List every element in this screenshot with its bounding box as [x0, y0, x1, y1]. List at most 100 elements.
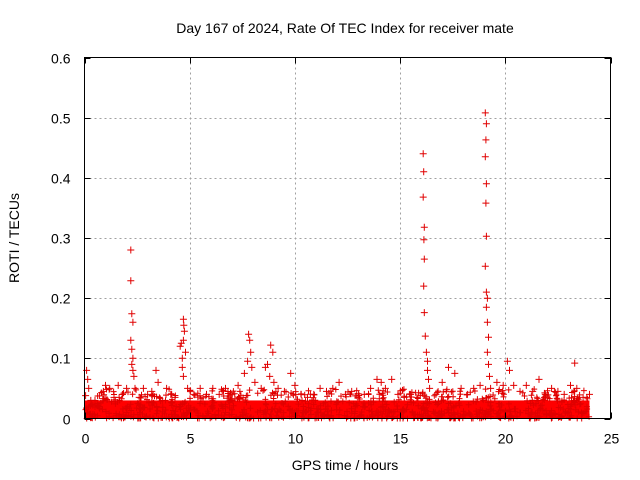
- data-point: [438, 378, 446, 386]
- data-band: [82, 386, 593, 422]
- data-point: [400, 393, 408, 401]
- data-point: [129, 366, 137, 374]
- data-point: [422, 348, 430, 356]
- data-point: [407, 390, 415, 398]
- data-point: [114, 381, 122, 389]
- data-point: [228, 390, 236, 398]
- data-point: [178, 354, 186, 362]
- data-point: [451, 369, 459, 377]
- data-point: [245, 330, 253, 338]
- data-point: [483, 294, 491, 302]
- data-point: [95, 403, 103, 410]
- data-point: [571, 359, 579, 367]
- data-point: [316, 384, 324, 392]
- data-point: [323, 387, 330, 395]
- data-point: [335, 378, 343, 386]
- data-point: [420, 309, 428, 317]
- data-point: [483, 318, 491, 326]
- data-point: [499, 381, 507, 389]
- data-point: [99, 387, 107, 395]
- data-point: [246, 336, 254, 344]
- data-point: [178, 363, 186, 371]
- data-point: [420, 168, 428, 176]
- data-point: [84, 375, 92, 383]
- data-point: [222, 384, 229, 392]
- y-tick-label: 0.6: [51, 51, 71, 67]
- data-point: [203, 390, 210, 398]
- data-point: [102, 381, 109, 389]
- data-point: [485, 333, 492, 341]
- data-point: [264, 360, 271, 368]
- data-point: [579, 393, 587, 401]
- data-point: [234, 381, 242, 389]
- data-point: [481, 109, 489, 117]
- data-point: [139, 384, 147, 392]
- x-axis-label: GPS time / hours: [292, 457, 399, 473]
- data-point: [377, 378, 385, 386]
- data-point: [481, 153, 489, 161]
- data-point: [144, 390, 152, 398]
- data-point: [274, 384, 282, 392]
- data-point: [481, 262, 489, 270]
- data-point: [354, 393, 362, 401]
- data-point: [482, 288, 490, 296]
- data-point: [128, 345, 136, 353]
- data-point: [179, 315, 187, 323]
- data-point: [522, 381, 530, 389]
- data-point: [129, 354, 137, 362]
- data-point: [244, 357, 252, 365]
- data-point: [560, 390, 568, 398]
- data-point: [329, 384, 337, 392]
- data-point: [82, 392, 90, 400]
- data-point: [360, 390, 368, 398]
- data-point: [482, 180, 490, 188]
- x-tick-label: 25: [604, 431, 620, 447]
- data-point: [394, 390, 402, 398]
- data-point: [127, 246, 135, 254]
- x-tick-label: 20: [498, 431, 514, 447]
- data-point: [482, 232, 490, 240]
- data-point: [573, 384, 581, 392]
- data-point: [516, 387, 524, 395]
- data-point: [470, 384, 478, 392]
- data-point: [535, 375, 543, 383]
- x-tick-label: 10: [288, 431, 304, 447]
- data-point: [506, 366, 513, 374]
- data-point: [567, 381, 574, 389]
- data-point: [266, 372, 274, 380]
- y-tick-label: 0.3: [51, 231, 71, 247]
- data-point: [419, 193, 427, 201]
- data-point: [381, 384, 389, 392]
- data-point: [482, 136, 490, 144]
- data-point: [163, 384, 171, 392]
- data-point: [154, 378, 162, 386]
- data-point: [167, 390, 175, 398]
- y-axis-label: ROTI / TECUs: [6, 193, 22, 283]
- data-point: [388, 375, 396, 383]
- data-point: [257, 384, 265, 392]
- data-point: [118, 390, 126, 398]
- data-point: [482, 199, 490, 207]
- data-point: [426, 384, 434, 392]
- data-point: [135, 393, 143, 401]
- data-point: [190, 390, 198, 398]
- data-point: [248, 363, 256, 371]
- data-point: [148, 387, 156, 395]
- data-point: [209, 384, 217, 392]
- data-point: [123, 384, 131, 392]
- data-point: [269, 348, 277, 356]
- data-point: [586, 390, 593, 398]
- data-point: [130, 372, 138, 380]
- data-point: [129, 318, 137, 326]
- data-point: [529, 387, 537, 395]
- data-point: [420, 255, 428, 263]
- data-point: [180, 321, 188, 329]
- data-point: [184, 384, 192, 392]
- y-tick-label: 0.2: [51, 291, 71, 307]
- data-point: [425, 375, 432, 383]
- data-point: [196, 384, 204, 392]
- data-point: [487, 384, 495, 392]
- data-point: [486, 372, 493, 380]
- y-tick-label: 0.1: [51, 351, 71, 367]
